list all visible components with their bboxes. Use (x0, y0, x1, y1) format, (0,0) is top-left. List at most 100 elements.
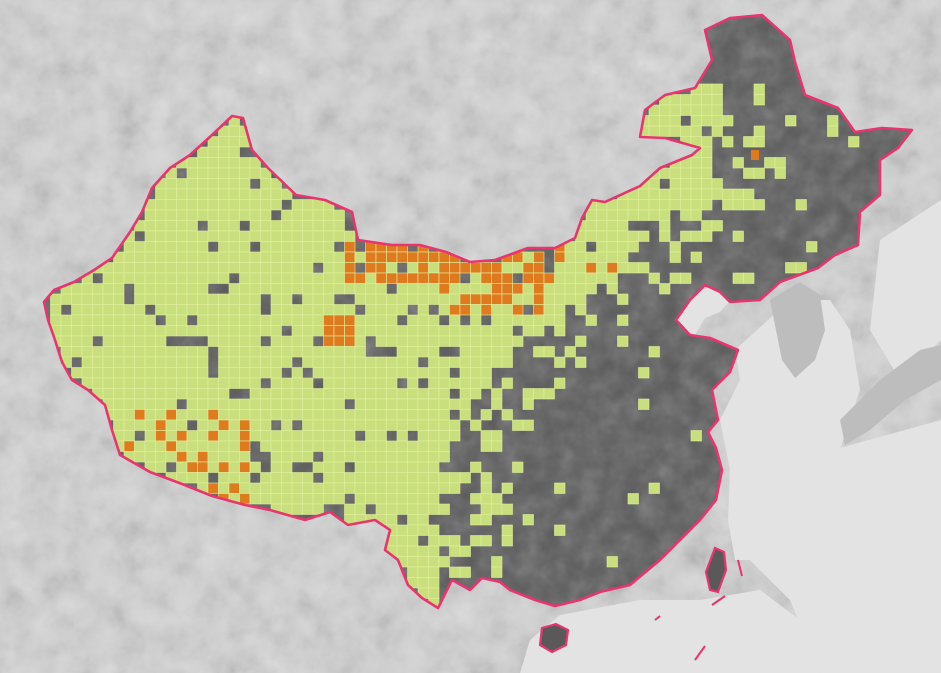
grid-cell-green (302, 346, 314, 358)
grid-cell-green (428, 367, 440, 379)
grid-cell-green (606, 230, 618, 242)
grid-cell-green (323, 398, 335, 410)
grid-cell-green (375, 367, 387, 379)
grid-cell-green (354, 398, 366, 410)
grid-cell-green (417, 556, 429, 568)
grid-cell-green (386, 461, 398, 473)
grid-cell-green (291, 377, 303, 389)
grid-cell-green (260, 220, 272, 232)
grid-cell-green (281, 430, 293, 442)
grid-cell-green (302, 388, 314, 400)
grid-cell-green (491, 398, 503, 410)
grid-cell-orange (239, 419, 251, 431)
grid-cell-green (690, 104, 702, 116)
grid-cell-green (113, 398, 125, 410)
grid-cell-green (260, 430, 272, 442)
grid-cell-green (123, 241, 135, 253)
grid-cell-green (386, 398, 398, 410)
grid-cell-green (144, 335, 156, 347)
grid-cell-green (249, 367, 261, 379)
grid-cell-green (81, 346, 93, 358)
grid-cell-green (123, 346, 135, 358)
grid-cell-green (407, 419, 419, 431)
grid-cell-green (312, 304, 324, 316)
grid-cell-green (344, 440, 356, 452)
grid-cell-green (291, 430, 303, 442)
grid-cell-green (228, 335, 240, 347)
hainan-island (538, 622, 570, 654)
grid-cell-green (627, 209, 639, 221)
grid-cell-green (375, 409, 387, 421)
grid-cell-green (113, 356, 125, 368)
grid-cell-green (333, 230, 345, 242)
grid-cell-green (428, 587, 440, 599)
grid-cell-green (449, 356, 461, 368)
grid-cell-green (186, 178, 198, 190)
grid-cell-green (585, 272, 597, 284)
grid-cell-green (260, 209, 272, 221)
grid-cell-green (396, 503, 408, 515)
grid-cell-green (617, 199, 629, 211)
grid-cell-green (228, 314, 240, 326)
grid-cell-green (365, 482, 377, 494)
grid-cell-green (333, 409, 345, 421)
grid-cell-green (417, 293, 429, 305)
grid-cell-orange (501, 293, 513, 305)
grid-cell-green (197, 167, 209, 179)
grid-cell-green (522, 325, 534, 337)
grid-cell-green (270, 388, 282, 400)
grid-cell-green (239, 377, 251, 389)
grid-cell-green (438, 556, 450, 568)
grid-cell-green (323, 419, 335, 431)
grid-cell-green (438, 356, 450, 368)
grid-cell-green (302, 503, 314, 515)
grid-cell-green (281, 335, 293, 347)
grid-cell-green (71, 325, 83, 337)
grid-cell-green (428, 566, 440, 578)
grid-cell-green (323, 346, 335, 358)
grid-cell-green (176, 388, 188, 400)
grid-cell-green (186, 440, 198, 452)
grid-cell-green (176, 251, 188, 263)
grid-cell-green (480, 482, 492, 494)
grid-cell-green (606, 209, 618, 221)
grid-cell-green (260, 440, 272, 452)
grid-cell-green (207, 419, 219, 431)
grid-cell-green (732, 188, 744, 200)
grid-cell-green (249, 388, 261, 400)
grid-cell-green (249, 356, 261, 368)
grid-cell-green (239, 199, 251, 211)
grid-cell-orange (344, 325, 356, 337)
grid-cell-green (344, 377, 356, 389)
grid-cell-green (428, 545, 440, 557)
grid-cell-green (438, 440, 450, 452)
grid-cell-green (323, 272, 335, 284)
grid-cell-green (270, 325, 282, 337)
grid-cell-green (260, 472, 272, 484)
grid-cell-green (543, 293, 555, 305)
grid-cell-green (155, 440, 167, 452)
grid-cell-green (92, 377, 104, 389)
grid-cell-green (155, 272, 167, 284)
grid-cell-green (386, 293, 398, 305)
grid-cell-green (543, 388, 555, 400)
grid-cell-green (113, 262, 125, 274)
grid-cell-green (312, 503, 324, 515)
grid-cell-green (197, 283, 209, 295)
grid-cell-green (197, 430, 209, 442)
grid-cell-green (144, 262, 156, 274)
grid-cell-green (197, 356, 209, 368)
grid-cell-green (260, 493, 272, 505)
grid-cell-green (270, 398, 282, 410)
island-stroke-3 (694, 645, 706, 661)
grid-cell-orange (155, 419, 167, 431)
grid-cell-green (438, 304, 450, 316)
grid-cell-green (270, 482, 282, 494)
grid-cell-green (176, 325, 188, 337)
grid-cell-green (785, 115, 797, 127)
grid-cell-green (239, 241, 251, 253)
grid-cell-green (386, 493, 398, 505)
grid-cell-orange (176, 430, 188, 442)
